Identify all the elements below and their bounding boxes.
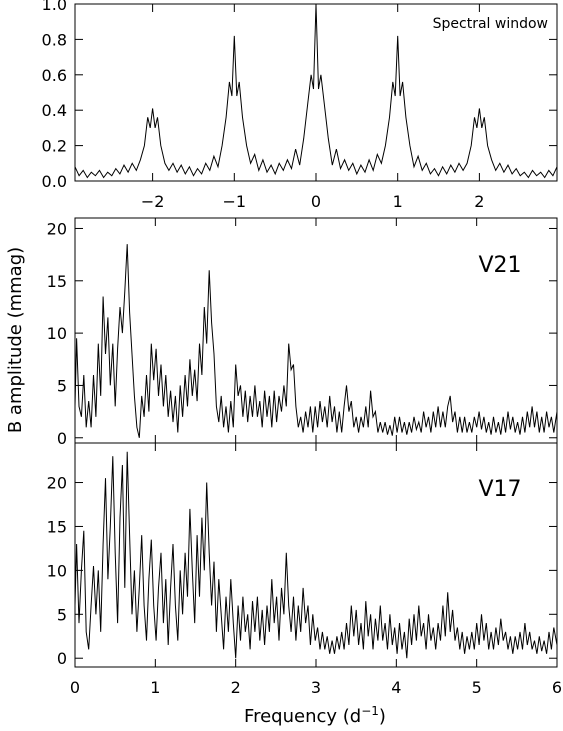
v21-series-line [74, 244, 558, 438]
v17-y-tick-label: 5 [57, 605, 67, 624]
spectral-window-y-tick-label: 0.6 [42, 66, 67, 85]
spectral-window-panel: −2 −1 0 1 2 0.0 0.2 0.4 0.6 0.8 1.0 Spectral window [42, 0, 558, 211]
v17-panel: 0 1 2 3 4 5 6 0 5 10 15 20 V17 [47, 442, 562, 697]
spectral-window-x-tick-label: −1 [223, 192, 247, 211]
spectral-window-x-tick-label: 2 [474, 192, 484, 211]
v17-x-tick-label: 0 [70, 678, 80, 697]
v21-panel: 0 5 10 15 20 V21 [47, 217, 558, 448]
spectral-window-series-line [74, 3, 558, 179]
v17-x-tick-label: 3 [311, 678, 321, 697]
v21-y-tick-label: 20 [47, 219, 67, 238]
v21-y-tick-label: 15 [47, 272, 67, 291]
v17-y-tick-label: 15 [47, 517, 67, 536]
v21-y-tick-label: 10 [47, 324, 67, 343]
v17-x-tick-label: 5 [472, 678, 482, 697]
x-axis-title: Frequency (d−1) [244, 704, 386, 727]
v17-x-tick-label: 4 [391, 678, 401, 697]
v17-y-tick-label: 20 [47, 474, 67, 493]
v17-x-tick-label: 6 [552, 678, 562, 697]
x-axis-title-main: Frequency (d [244, 706, 361, 727]
y-axis-title: B amplitude (mmag) [5, 247, 26, 433]
spectral-window-y-tick-label: 0.8 [42, 30, 67, 49]
spectral-window-x-tick-label: −2 [141, 192, 165, 211]
v17-panel-label: V17 [478, 477, 521, 502]
x-axis-title-close: ) [379, 706, 386, 727]
v17-y-tick-label: 10 [47, 561, 67, 580]
v21-y-tick-label: 0 [57, 429, 67, 448]
spectral-window-y-tick-label: 0.0 [42, 172, 67, 191]
x-axis-title-superscript: −1 [361, 704, 379, 718]
spectral-window-y-tick-label: 0.4 [42, 101, 67, 120]
v21-panel-label: V21 [478, 253, 521, 278]
spectral-window-x-tick-label: 0 [311, 192, 321, 211]
v17-x-tick-label: 1 [150, 678, 160, 697]
v17-series-line [74, 451, 558, 659]
spectral-window-y-tick-label: 0.2 [42, 137, 67, 156]
v17-x-tick-label: 2 [231, 678, 241, 697]
spectral-window-x-tick-label: 1 [393, 192, 403, 211]
spectral-window-y-tick-label: 1.0 [42, 0, 67, 14]
v17-y-tick-label: 0 [57, 649, 67, 668]
spectral-window-panel-label: Spectral window [433, 16, 548, 32]
v21-y-tick-label: 5 [57, 376, 67, 395]
